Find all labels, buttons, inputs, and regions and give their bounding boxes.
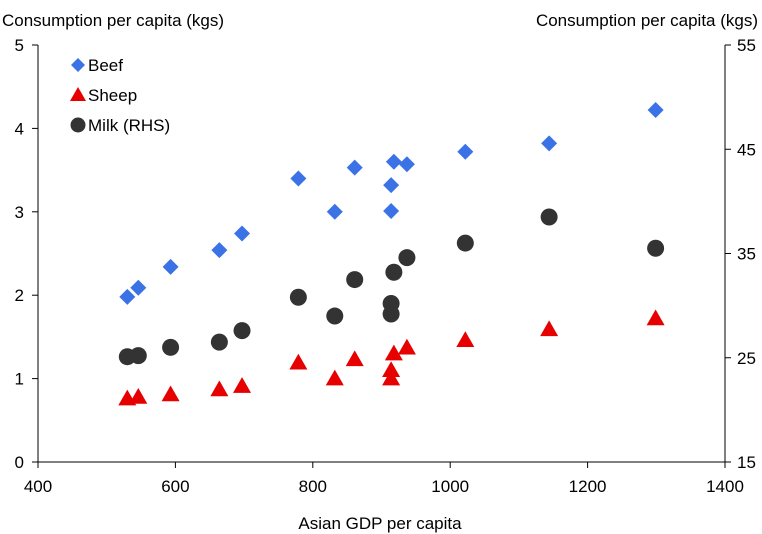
beef-point xyxy=(234,225,251,242)
milk-rhs-point xyxy=(129,347,147,365)
milk-rhs-point xyxy=(647,239,665,257)
milk-rhs-point xyxy=(326,307,344,325)
milk-rhs-point xyxy=(382,295,400,313)
left-axis-title: Consumption per capita (kgs) xyxy=(2,11,224,30)
x-tick-label: 800 xyxy=(299,477,327,496)
sheep-point xyxy=(382,361,401,378)
sheep-point xyxy=(646,309,665,326)
beef-point xyxy=(398,156,415,173)
right-y-tick-label: 25 xyxy=(737,349,756,368)
beef-point xyxy=(290,170,307,187)
beef-point xyxy=(385,153,402,170)
beef-point xyxy=(383,202,400,219)
sheep-point xyxy=(289,353,308,370)
right-y-tick-label: 15 xyxy=(737,453,756,472)
sheep-point xyxy=(382,369,401,386)
sheep-point xyxy=(210,380,229,397)
beef-point xyxy=(162,258,179,275)
right-axis-ticks: 15 25 35 45 55 xyxy=(725,36,756,472)
sheep-point xyxy=(161,385,180,402)
x-tick-label: 1000 xyxy=(431,477,469,496)
right-y-tick-label: 55 xyxy=(737,36,756,55)
milk-rhs-point xyxy=(289,288,307,306)
sheep-point xyxy=(345,350,364,367)
beef-point xyxy=(647,102,664,119)
x-tick-label: 400 xyxy=(24,477,52,496)
x-tick-label: 1400 xyxy=(706,477,744,496)
left-y-tick-label: 2 xyxy=(15,286,24,305)
beef-point xyxy=(326,203,343,220)
legend-marker-beef xyxy=(71,58,85,72)
sheep-point xyxy=(129,387,148,404)
milk-rhs-point xyxy=(162,338,180,356)
beef-point xyxy=(383,177,400,194)
milk-rhs-point xyxy=(346,271,364,289)
milk-rhs-point xyxy=(456,234,474,252)
milk-rhs-point xyxy=(233,322,251,340)
milk-rhs-point xyxy=(398,249,416,267)
sheep-point xyxy=(397,338,416,355)
left-axis-ticks: 0 1 2 3 4 5 xyxy=(15,36,38,472)
beef-point xyxy=(541,135,558,152)
left-y-tick-label: 1 xyxy=(15,370,24,389)
milk-rhs-point xyxy=(385,263,403,281)
x-tick-label: 600 xyxy=(161,477,189,496)
x-axis-ticks: 400 600 800 1000 1200 1400 xyxy=(24,462,744,496)
right-axis-title: Consumption per capita (kgs) xyxy=(536,11,758,30)
beef-point xyxy=(346,159,363,176)
left-y-tick-label: 5 xyxy=(15,36,24,55)
beef-point xyxy=(211,242,228,259)
sheep-point xyxy=(325,369,344,386)
legend-marker-sheep xyxy=(70,87,86,101)
right-y-tick-label: 45 xyxy=(737,140,756,159)
left-y-tick-label: 4 xyxy=(15,119,24,138)
legend-marker-milk xyxy=(70,117,86,133)
left-y-tick-label: 0 xyxy=(15,453,24,472)
legend-label-beef: Beef xyxy=(88,56,123,75)
data-points xyxy=(118,102,665,406)
beef-point xyxy=(119,288,136,305)
legend: Beef Sheep Milk (RHS) xyxy=(70,56,170,135)
legend-label-milk: Milk (RHS) xyxy=(88,116,170,135)
right-y-tick-label: 35 xyxy=(737,245,756,264)
sheep-point xyxy=(233,377,252,393)
milk-rhs-point xyxy=(210,333,228,351)
sheep-point xyxy=(540,320,559,337)
left-y-tick-label: 3 xyxy=(15,203,24,222)
milk-rhs-point xyxy=(540,208,558,226)
beef-point xyxy=(130,279,147,296)
sheep-point xyxy=(384,344,403,361)
x-tick-label: 1200 xyxy=(569,477,607,496)
x-axis-title: Asian GDP per capita xyxy=(298,514,462,533)
legend-label-sheep: Sheep xyxy=(88,86,137,105)
sheep-point xyxy=(456,331,475,347)
beef-point xyxy=(457,143,474,160)
